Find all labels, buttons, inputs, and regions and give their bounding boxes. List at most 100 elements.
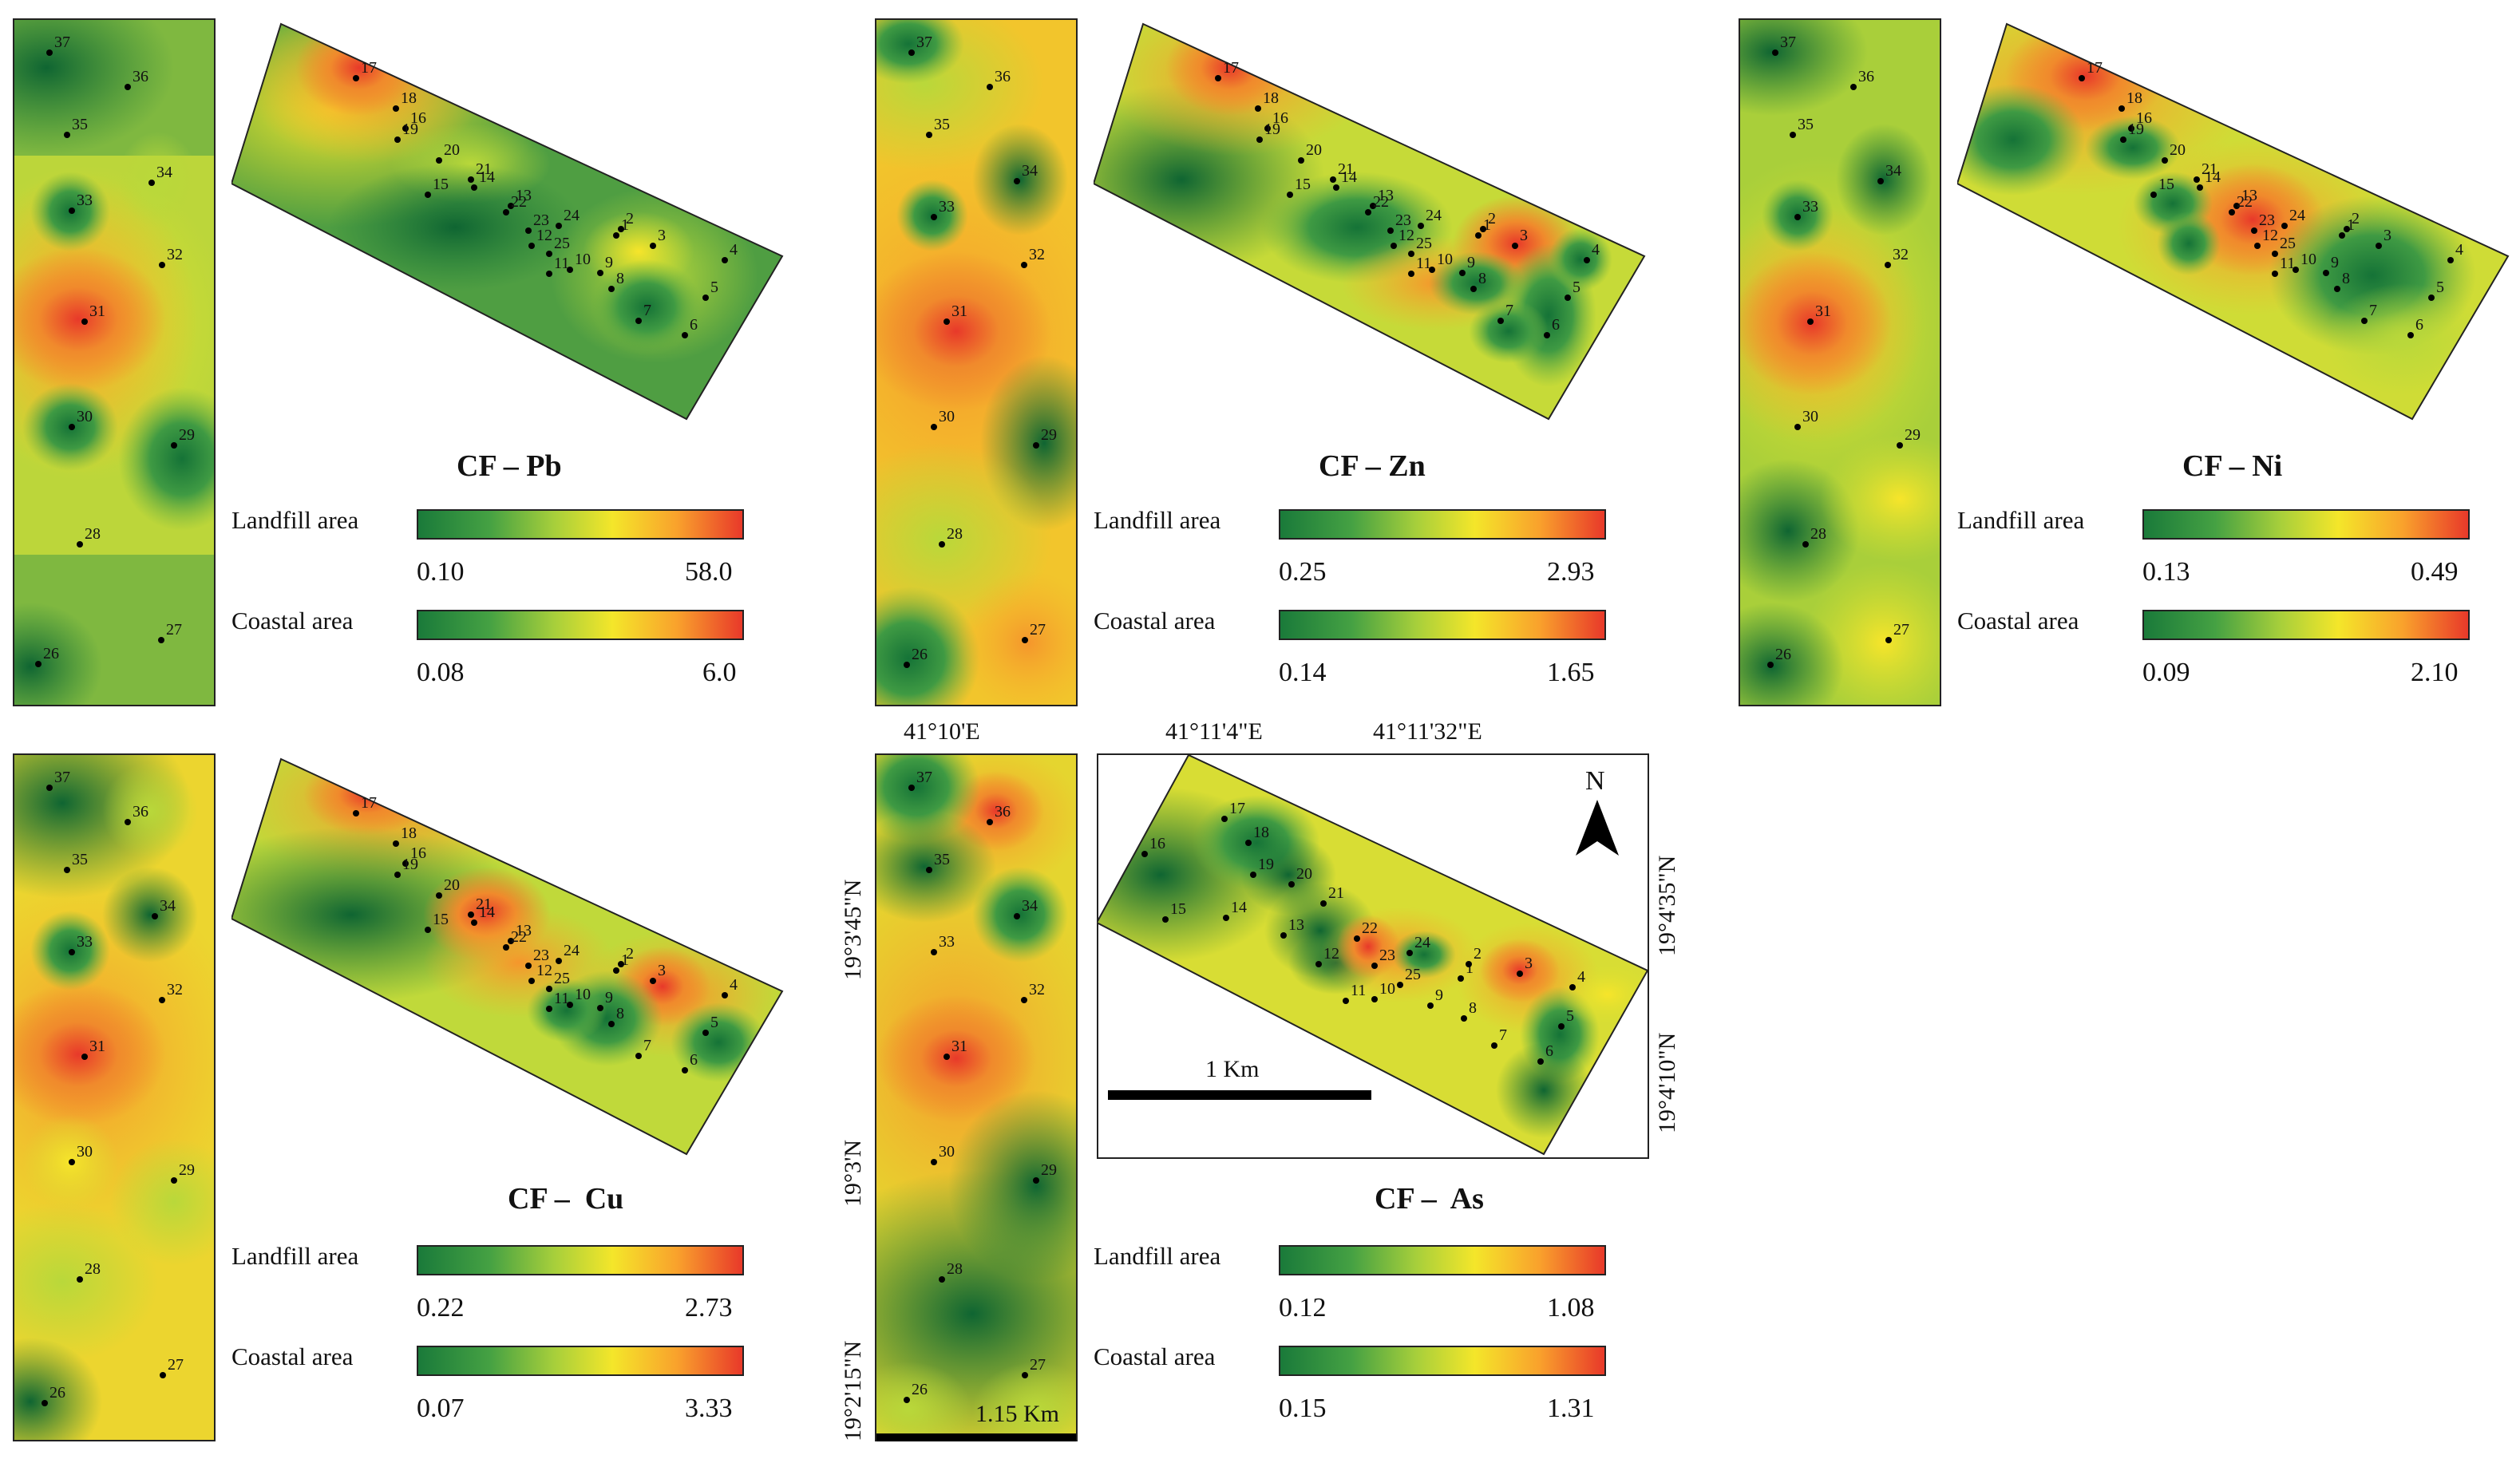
coastal-scale-bar	[876, 1433, 1076, 1441]
sample-point-label: 10	[2300, 251, 2316, 268]
sample-point-label: 6	[1552, 316, 1560, 334]
sample-point-label: 15	[433, 176, 449, 193]
landfill-map-as: 1 2 3 4 5 6 7 8 9 10 11 12 13 14 15 16 1…	[1097, 755, 1656, 1162]
legend-landfill-max: 1.08	[1547, 1293, 1595, 1323]
sample-point	[682, 332, 688, 338]
sample-point	[1387, 227, 1394, 234]
sample-point	[2194, 176, 2200, 183]
legend-landfill-label: Landfill area	[231, 506, 359, 534]
landfill-longitude-label-2: 41°11'32"E	[1373, 718, 1482, 745]
sample-point	[171, 442, 177, 449]
sample-point	[546, 271, 552, 277]
sample-point-label: 34	[1885, 162, 1901, 180]
sample-point	[425, 192, 431, 198]
sample-point	[931, 424, 937, 430]
sample-point	[1794, 424, 1801, 430]
sample-point	[1802, 541, 1809, 548]
sample-point-label: 33	[939, 198, 955, 215]
sample-point-label: 6	[690, 316, 698, 334]
panel-title: CF – As	[1375, 1182, 1484, 1216]
coastal-sample-points: 26 27 28 29 30 31 32 33 34 35 36 37	[35, 34, 195, 667]
sample-point-label: 19	[2128, 121, 2144, 138]
sample-point	[1418, 223, 1424, 229]
sample-point	[1475, 232, 1482, 239]
sample-point-label: 27	[166, 621, 182, 639]
sample-point	[682, 1067, 688, 1073]
sample-point	[1014, 913, 1020, 919]
sample-point-label: 32	[1029, 246, 1045, 263]
legend-landfill-ramp	[417, 1245, 744, 1275]
sample-point	[944, 1054, 950, 1060]
sample-point-label: 14	[479, 168, 495, 186]
sample-point	[1807, 318, 1814, 325]
sample-point-label: 36	[133, 803, 148, 820]
sample-point	[69, 424, 75, 430]
sample-point-label: 8	[2342, 270, 2350, 287]
legend-landfill-ramp	[1279, 509, 1606, 540]
sample-point	[46, 49, 53, 56]
sample-point-label: 31	[1815, 302, 1831, 320]
sample-point	[1406, 950, 1413, 956]
sample-point	[904, 662, 910, 668]
legend-coastal-min: 0.14	[1279, 658, 1327, 687]
sample-point	[1558, 1023, 1565, 1030]
sample-point	[353, 75, 359, 81]
sample-point-label: 23	[533, 212, 549, 229]
sample-point	[69, 949, 75, 955]
sample-point-label: 12	[2262, 227, 2278, 244]
legend-coastal-min: 0.08	[417, 658, 465, 687]
sample-point-label: 31	[951, 302, 967, 320]
sample-point	[939, 541, 945, 548]
sample-point	[1512, 243, 1518, 249]
sample-point-label: 28	[85, 1260, 101, 1278]
panel-title: CF – Zn	[1319, 449, 1426, 483]
sample-point-label: 10	[1379, 980, 1395, 998]
sample-point-label: 23	[1395, 212, 1411, 229]
north-arrow: N	[1569, 766, 1625, 862]
sample-point	[635, 1053, 642, 1059]
sample-point-label: 22	[511, 928, 527, 946]
sample-point-label: 24	[564, 942, 580, 959]
sample-point-label: 26	[49, 1384, 65, 1402]
sample-point-label: 20	[1296, 865, 1312, 883]
sample-point	[471, 919, 477, 926]
sample-point	[2339, 232, 2345, 239]
sample-point-label: 3	[1525, 955, 1533, 972]
sample-point	[1280, 932, 1287, 939]
sample-point-label: 34	[1022, 897, 1038, 915]
legend-coastal-max: 1.65	[1547, 658, 1595, 687]
sample-point-label: 1	[2347, 216, 2355, 234]
sample-point-label: 36	[133, 68, 148, 85]
sample-point-label: 5	[710, 1014, 718, 1031]
landfill-sample-points: 1 2 3 4 5 6 7 8 9 10 11 12 13 14 15 16 1…	[353, 59, 738, 338]
legend-landfill-min: 0.10	[417, 557, 465, 587]
sample-point-label: 16	[1272, 109, 1288, 127]
legend-landfill-ramp	[1279, 1245, 1606, 1275]
sample-point	[2162, 157, 2168, 164]
sample-point	[525, 227, 532, 234]
legend-coastal-max: 2.10	[2411, 658, 2459, 687]
sample-point-label: 15	[1295, 176, 1311, 193]
sample-point	[2150, 192, 2157, 198]
sample-point-label: 8	[1478, 270, 1486, 287]
sample-point	[2118, 105, 2125, 112]
sample-point	[567, 267, 573, 273]
sample-point-label: 25	[554, 235, 570, 252]
sample-point-label: 18	[1263, 89, 1279, 107]
sample-point	[1333, 184, 1339, 191]
sample-point	[1877, 178, 1884, 184]
sample-point-label: 6	[1545, 1042, 1553, 1060]
sample-point	[1461, 1015, 1467, 1022]
sample-point-label: 29	[1905, 426, 1921, 444]
sample-point	[556, 958, 562, 964]
sample-point	[1021, 997, 1027, 1003]
legend-coastal-ramp	[417, 1346, 744, 1376]
sample-point	[1459, 270, 1466, 276]
sample-point-label: 22	[1373, 193, 1389, 211]
sample-point-label: 10	[575, 986, 591, 1003]
sample-point	[613, 232, 619, 239]
legend-landfill-max: 0.49	[2411, 557, 2459, 587]
legend-landfill-min: 0.12	[1279, 1293, 1327, 1323]
sample-point	[1215, 75, 1221, 81]
sample-point-label: 23	[1379, 947, 1395, 964]
